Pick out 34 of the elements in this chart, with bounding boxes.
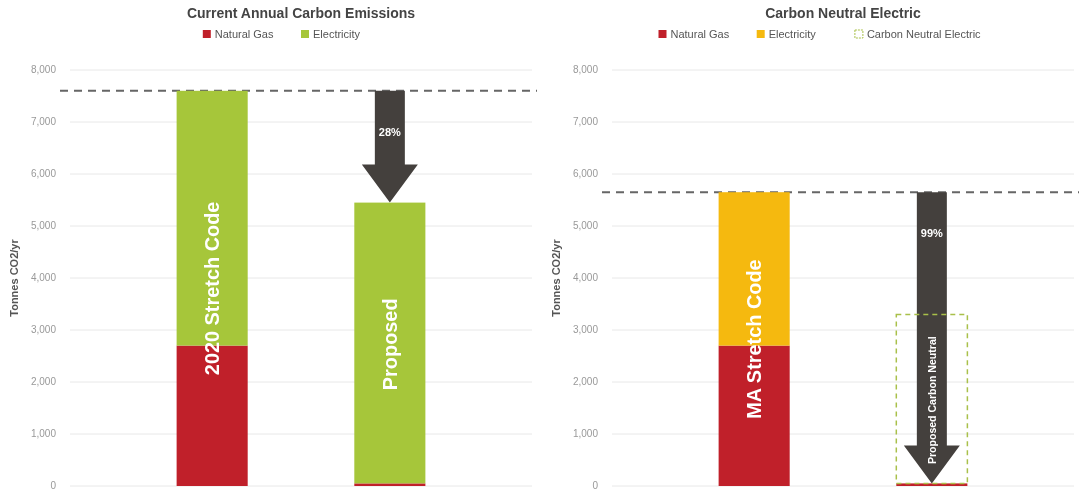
y-tick-label: 6,000 [30, 168, 57, 180]
y-tick-label: 1,000 [572, 428, 599, 440]
y-tick-label: 2,000 [30, 376, 57, 388]
chart-title: Current Annual Carbon Emissions [186, 5, 416, 21]
y-tick-label: 4,000 [30, 272, 57, 284]
y-tick-label: 3,000 [572, 324, 599, 336]
y-tick-label: 0 [50, 480, 57, 492]
legend-label: Natural Gas [670, 28, 730, 40]
x-tick-label: Proposed [378, 298, 401, 391]
y-axis-title: Tonnes CO2/yr [8, 238, 20, 317]
y-tick-label: 5,000 [30, 220, 57, 232]
y-tick-label: 1,000 [30, 428, 57, 440]
y-tick-label: 3,000 [30, 324, 57, 336]
y-tick-label: 0 [592, 480, 599, 492]
x-tick-label: Proposed Carbon Neutral [925, 336, 938, 465]
chart-title: Carbon Neutral Electric [765, 5, 922, 21]
y-tick-label: 8,000 [30, 64, 57, 76]
y-tick-label: 2,000 [572, 376, 599, 388]
legend-label: Electricity [768, 28, 817, 40]
annotation: 28% [378, 125, 402, 138]
y-tick-label: 6,000 [572, 168, 599, 180]
legend-label: Carbon Neutral Electric [866, 28, 982, 40]
y-tick-label: 8,000 [572, 64, 599, 76]
annotation: 99% [920, 227, 944, 240]
y-tick-label: 7,000 [572, 116, 599, 128]
legend-label: Electricity [313, 28, 361, 40]
legend-label: Natural Gas [214, 28, 274, 40]
y-axis-title: Tonnes CO2/yr [550, 238, 562, 317]
y-tick-label: 7,000 [30, 116, 57, 128]
x-tick-label: 2020 Stretch Code [201, 201, 224, 376]
y-tick-label: 4,000 [572, 272, 599, 284]
bar [354, 483, 426, 486]
y-tick-label: 5,000 [572, 220, 599, 232]
x-tick-label: MA Stretch Code [743, 259, 766, 419]
